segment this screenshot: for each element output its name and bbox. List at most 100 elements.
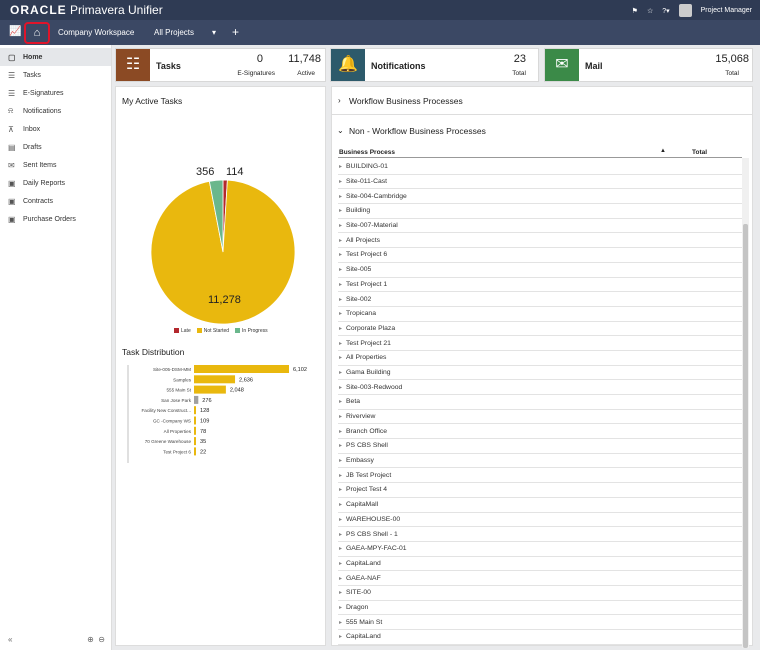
- expand-caret-icon[interactable]: ▸: [339, 546, 343, 553]
- expand-caret-icon[interactable]: ▸: [339, 369, 343, 376]
- sidebar-item-tasks[interactable]: ☰ Tasks: [8, 70, 41, 80]
- expand-caret-icon[interactable]: ▸: [339, 443, 343, 450]
- process-row[interactable]: ▸ Project Test 4: [338, 483, 742, 498]
- expand-caret-icon[interactable]: ▸: [339, 384, 343, 391]
- expand-caret-icon[interactable]: ▸: [339, 340, 343, 347]
- bar[interactable]: [194, 416, 196, 425]
- sidebar-item-drafts[interactable]: ▤ Drafts: [8, 142, 42, 152]
- expand-caret-icon[interactable]: ▸: [339, 311, 343, 318]
- expand-caret-icon[interactable]: ▸: [339, 296, 343, 303]
- expand-caret-icon[interactable]: ▸: [339, 487, 343, 494]
- flag-icon[interactable]: ⚑: [631, 7, 638, 15]
- expand-caret-icon[interactable]: ▸: [339, 252, 343, 259]
- process-row[interactable]: ▸ Beta: [338, 395, 742, 410]
- process-row[interactable]: ▸ GAEA-MPY-FAC-01: [338, 542, 742, 557]
- nonworkflow-section-header[interactable]: ⌄ Non - Workflow Business Processes: [332, 118, 752, 144]
- expand-caret-icon[interactable]: ▸: [339, 193, 343, 200]
- process-row[interactable]: ▸ Test Project 6: [338, 248, 742, 263]
- expand-caret-icon[interactable]: ▸: [339, 502, 343, 509]
- expand-caret-icon[interactable]: ▸: [339, 399, 343, 406]
- process-row[interactable]: ▸ Site-011-Cast: [338, 175, 742, 190]
- bar[interactable]: [194, 375, 236, 384]
- expand-caret-icon[interactable]: ▸: [339, 237, 343, 244]
- sidebar-item-daily-reports[interactable]: ▣ Daily Reports: [8, 178, 66, 188]
- add-tab-button[interactable]: +: [232, 25, 240, 39]
- expand-caret-icon[interactable]: ▸: [339, 575, 343, 582]
- process-list-scrollbar[interactable]: [742, 158, 749, 648]
- sidebar-item-inbox[interactable]: ⊼ Inbox: [8, 124, 41, 134]
- expand-caret-icon[interactable]: ▸: [339, 472, 343, 479]
- remove-circle-icon[interactable]: ⊖: [98, 635, 105, 644]
- process-row[interactable]: ▸ Embassy: [338, 454, 742, 469]
- process-row[interactable]: ▸ CapitaLand: [338, 630, 742, 645]
- expand-caret-icon[interactable]: ▸: [339, 428, 343, 435]
- collapse-sidebar-icon[interactable]: «: [8, 635, 13, 644]
- expand-caret-icon[interactable]: ▸: [339, 531, 343, 538]
- workflow-section-header[interactable]: › Workflow Business Processes: [332, 87, 752, 115]
- expand-caret-icon[interactable]: ▸: [339, 516, 343, 523]
- sort-asc-icon[interactable]: ▲: [660, 148, 666, 154]
- expand-caret-icon[interactable]: ▸: [339, 325, 343, 332]
- process-row[interactable]: ▸ Tropicana: [338, 307, 742, 322]
- sidebar-item-home[interactable]: ▢ Home: [0, 48, 111, 66]
- process-row[interactable]: ▸ 555 Main St: [338, 615, 742, 630]
- process-row[interactable]: ▸ BUILDING-01: [338, 160, 742, 175]
- pie-slice-in-progress[interactable]: [208, 179, 224, 253]
- scrollbar-thumb[interactable]: [743, 224, 748, 648]
- expand-caret-icon[interactable]: ▸: [339, 590, 343, 597]
- app-logo[interactable]: ORACLE Primavera Unifier: [10, 3, 163, 17]
- process-row[interactable]: ▸ Dragon: [338, 601, 742, 616]
- bar[interactable]: [194, 437, 196, 446]
- expand-caret-icon[interactable]: ▸: [339, 458, 343, 465]
- process-row[interactable]: ▸ PS CBS Shell: [338, 439, 742, 454]
- process-row[interactable]: ▸ SITE-00: [338, 586, 742, 601]
- process-row[interactable]: ▸ WAREHOUSE-00: [338, 513, 742, 528]
- process-row[interactable]: ▸ CapitaMall: [338, 498, 742, 513]
- process-row[interactable]: ▸ Branch Office: [338, 424, 742, 440]
- user-name[interactable]: Project Manager: [700, 7, 752, 14]
- expand-caret-icon[interactable]: ▸: [339, 619, 343, 626]
- process-row[interactable]: ▸ Site-007-Material: [338, 219, 742, 234]
- expand-caret-icon[interactable]: ▸: [339, 414, 343, 421]
- sidebar-item-notifications[interactable]: ⍾ Notifications: [8, 106, 62, 115]
- process-row[interactable]: ▸ Site-002: [338, 292, 742, 307]
- process-row[interactable]: ▸ JB Test Project: [338, 468, 742, 484]
- process-row[interactable]: ▸ GAEA-NAF: [338, 571, 742, 586]
- bar[interactable]: [194, 447, 196, 456]
- process-row[interactable]: ▸ Test Project 21: [338, 336, 742, 351]
- tab-company-workspace[interactable]: Company Workspace: [58, 28, 135, 37]
- avatar[interactable]: [678, 4, 692, 17]
- expand-caret-icon[interactable]: ▸: [339, 223, 343, 230]
- sidebar-item-e-signatures[interactable]: ☰ E-Signatures: [8, 88, 64, 98]
- tab-all-projects[interactable]: All Projects: [154, 28, 195, 37]
- column-total[interactable]: Total: [692, 149, 708, 156]
- home-button[interactable]: ⌂: [24, 22, 50, 44]
- expand-caret-icon[interactable]: ▸: [339, 560, 343, 567]
- star-icon[interactable]: ☆: [646, 7, 654, 15]
- notifications-card[interactable]: 🔔 Notifications 23 Total: [330, 48, 539, 82]
- expand-caret-icon[interactable]: ▸: [339, 634, 343, 641]
- expand-caret-icon[interactable]: ▸: [339, 267, 343, 274]
- bar[interactable]: [194, 426, 196, 435]
- analytics-icon[interactable]: 📈: [9, 26, 22, 37]
- expand-caret-icon[interactable]: ▸: [339, 164, 343, 171]
- process-row[interactable]: ▸ Site-003-Redwood: [338, 380, 742, 395]
- process-row[interactable]: ▸ Corporate Plaza: [338, 322, 742, 337]
- process-row[interactable]: ▸ CapitaLand: [338, 557, 742, 572]
- expand-caret-icon[interactable]: ▸: [339, 179, 343, 186]
- help-icon[interactable]: ?▾: [662, 7, 670, 15]
- bar[interactable]: [194, 385, 226, 394]
- pie-slice-not-started[interactable]: [150, 179, 296, 325]
- sidebar-item-purchase-orders[interactable]: ▣ Purchase Orders: [8, 214, 76, 224]
- bar[interactable]: [194, 365, 289, 373]
- process-row[interactable]: ▸ Site-005: [338, 263, 742, 278]
- process-row[interactable]: ▸ Gama Building: [338, 366, 742, 381]
- sidebar-item-contracts[interactable]: ▣ Contracts: [8, 196, 53, 206]
- expand-caret-icon[interactable]: ▸: [339, 355, 343, 362]
- process-row[interactable]: ▸ Building: [338, 204, 742, 219]
- tasks-card[interactable]: ☷ Tasks 0 E-Signatures 11,748 Active: [115, 48, 326, 82]
- expand-caret-icon[interactable]: ▸: [339, 281, 343, 288]
- process-row[interactable]: ▸ PS CBS Shell - 1: [338, 527, 742, 542]
- chevron-down-icon[interactable]: ▾: [212, 28, 217, 37]
- process-row[interactable]: ▸ Riverview: [338, 410, 742, 425]
